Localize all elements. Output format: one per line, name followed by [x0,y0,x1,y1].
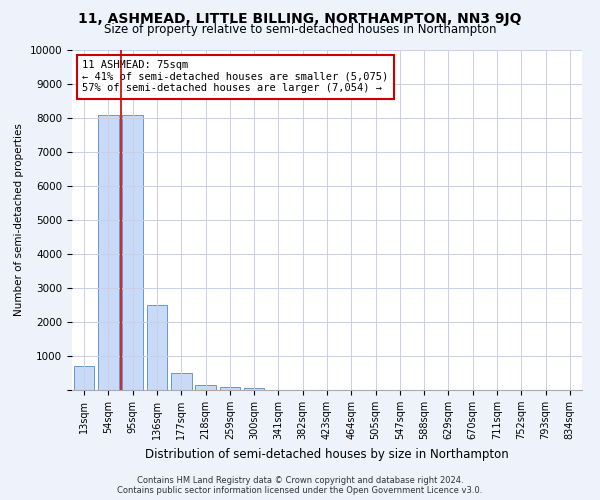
Bar [220,386,240,390]
Bar [146,305,167,390]
X-axis label: Distribution of semi-detached houses by size in Northampton: Distribution of semi-detached houses by … [145,448,509,460]
Bar [74,366,94,390]
Bar [122,114,143,390]
Y-axis label: Number of semi-detached properties: Number of semi-detached properties [14,124,24,316]
Text: Contains HM Land Registry data © Crown copyright and database right 2024.
Contai: Contains HM Land Registry data © Crown c… [118,476,482,495]
Text: Size of property relative to semi-detached houses in Northampton: Size of property relative to semi-detach… [104,22,496,36]
Bar [171,373,191,390]
Bar [98,114,119,390]
Bar [244,388,265,390]
Text: 11 ASHMEAD: 75sqm
← 41% of semi-detached houses are smaller (5,075)
57% of semi-: 11 ASHMEAD: 75sqm ← 41% of semi-detached… [82,60,388,94]
Bar [195,385,216,390]
Text: 11, ASHMEAD, LITTLE BILLING, NORTHAMPTON, NN3 9JQ: 11, ASHMEAD, LITTLE BILLING, NORTHAMPTON… [78,12,522,26]
